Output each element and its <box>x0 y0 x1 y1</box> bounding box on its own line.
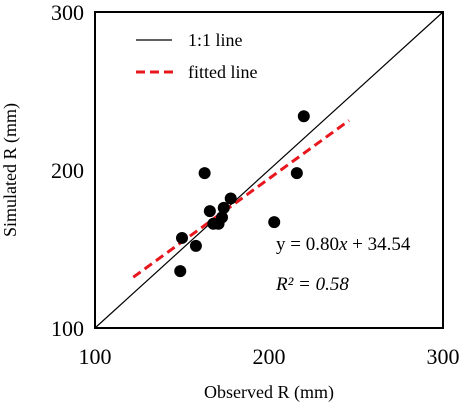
legend: 1:1 line fitted line <box>136 30 257 82</box>
equation-prefix: y = 0.80 <box>276 234 339 255</box>
legend-one-to-one-label: 1:1 line <box>188 30 243 50</box>
r-squared-label: R² = 0.58 <box>275 274 349 295</box>
y-tick-label: 200 <box>51 158 84 183</box>
data-point <box>290 167 303 180</box>
data-point <box>297 110 310 123</box>
one-to-one-line <box>94 11 444 329</box>
data-point <box>174 265 187 278</box>
y-tick-label: 300 <box>51 0 84 25</box>
x-tick-label: 100 <box>79 344 112 369</box>
x-axis-label: Observed R (mm) <box>204 382 334 403</box>
data-point <box>189 239 202 252</box>
data-point <box>268 216 281 229</box>
equation-suffix: + 34.54 <box>347 234 410 255</box>
data-point <box>216 211 229 224</box>
regression-equation: y = 0.80x + 34.54 <box>276 234 411 255</box>
y-axis-label: Simulated R (mm) <box>0 103 21 237</box>
fitted-line <box>132 119 350 279</box>
legend-fitted-label: fitted line <box>188 62 257 82</box>
data-point <box>217 201 230 214</box>
data-point <box>203 205 216 218</box>
plot-area-frame <box>94 11 444 329</box>
x-tick-label: 300 <box>427 344 460 369</box>
x-tick-label: 200 <box>253 344 286 369</box>
data-point <box>176 231 188 244</box>
y-tick-label: 100 <box>51 316 84 341</box>
data-point <box>224 192 237 205</box>
data-point <box>198 167 211 180</box>
equation-variable: x <box>338 234 348 255</box>
data-points <box>174 110 310 278</box>
